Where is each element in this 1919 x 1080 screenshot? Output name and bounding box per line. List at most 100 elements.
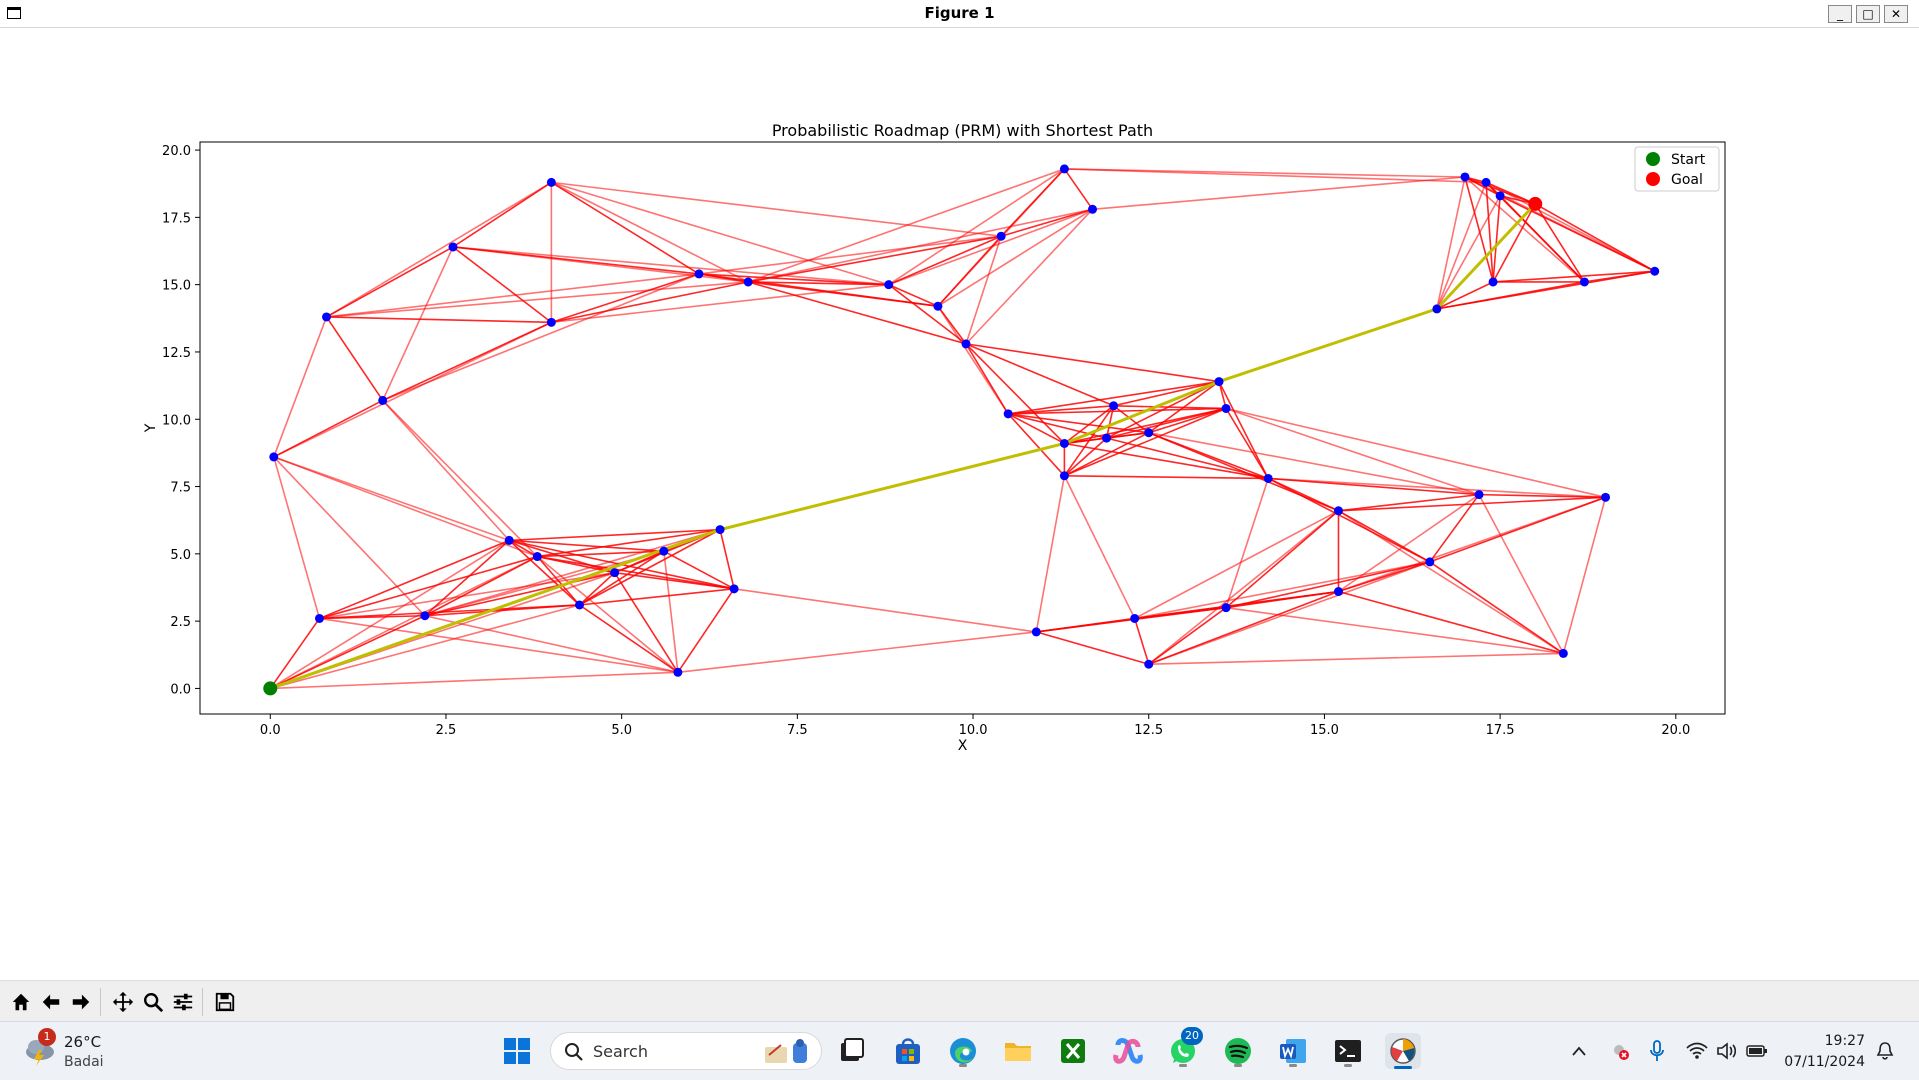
back-arrow-icon[interactable] [38, 989, 64, 1015]
taskbar-copilot[interactable] [1110, 1033, 1146, 1069]
shortest-path-segment [269, 528, 721, 690]
y-tick-label: 5.0 [170, 548, 191, 563]
roadmap-edge [1464, 176, 1494, 283]
roadmap-edge [578, 572, 616, 606]
taskbar-whatsapp[interactable]: 20 [1165, 1027, 1203, 1069]
y-tick-label: 2.5 [170, 615, 191, 630]
roadmap-edge [509, 528, 721, 542]
matplotlib-toolbar [0, 980, 1919, 1021]
pan-icon[interactable] [110, 989, 136, 1015]
clock-time[interactable]: 19:27 [1824, 1033, 1865, 1049]
roadmap-edge [269, 555, 538, 690]
roadmap-edge [888, 284, 967, 345]
roadmap-edge [1063, 437, 1108, 477]
running-indicator [1344, 1064, 1352, 1067]
notification-bell-icon[interactable] [1874, 1040, 1896, 1062]
battery-icon[interactable] [1746, 1040, 1768, 1062]
roadmap-node [1495, 191, 1505, 201]
roadmap-edge [1225, 606, 1564, 655]
taskbar-terminal[interactable] [1330, 1033, 1366, 1069]
roadmap-edge [1000, 208, 1093, 237]
roadmap-edge [1225, 478, 1269, 608]
roadmap-edge [748, 281, 939, 307]
home-icon[interactable] [8, 989, 34, 1015]
roadmap-edge [1485, 182, 1494, 283]
roadmap-edge [319, 555, 538, 620]
roadmap-node [610, 568, 620, 578]
copilot-icon [1113, 1038, 1143, 1064]
configure-subplots-icon[interactable] [170, 989, 196, 1015]
roadmap-edge [1105, 405, 1115, 439]
roadmap-edge [1113, 404, 1227, 410]
roadmap-edge [1225, 407, 1606, 499]
roadmap-node [378, 395, 388, 405]
search-box[interactable]: Search [550, 1032, 822, 1070]
roadmap-edge [1492, 195, 1501, 283]
roadmap-edge [965, 343, 1009, 415]
maximize-button[interactable]: □ [1856, 5, 1880, 23]
roadmap-edge [1007, 413, 1065, 477]
x-tick-label: 7.5 [787, 723, 808, 738]
roadmap-node [1088, 204, 1098, 214]
taskbar-spotify[interactable] [1220, 1033, 1256, 1069]
roadmap-edge [326, 316, 552, 324]
figure-canvas[interactable]: 0.0 2.5 5.0 7.5 10.0 12.5 15.0 17.5 20.0 0.0 2.5 5.… [6, 28, 1914, 978]
shortest-path-segment [1218, 307, 1438, 383]
roadmap-edge [550, 181, 700, 275]
x-tick-label: 20.0 [1661, 723, 1690, 738]
forward-arrow-icon[interactable] [68, 989, 94, 1015]
taskbar-task-view[interactable] [833, 1033, 869, 1069]
roadmap-edge [1267, 477, 1431, 563]
network-error-icon[interactable] [1610, 1040, 1632, 1062]
microphone-icon[interactable] [1646, 1040, 1668, 1062]
roadmap-node [1579, 277, 1589, 287]
volume-icon[interactable] [1716, 1040, 1738, 1062]
word-icon [1280, 1039, 1306, 1063]
goal-marker [1528, 196, 1543, 211]
start-button[interactable] [499, 1033, 535, 1069]
roadmap-edge [1338, 493, 1480, 512]
close-button[interactable]: ✕ [1884, 5, 1908, 23]
tray-overflow-chevron-icon[interactable] [1568, 1040, 1590, 1062]
roadmap-edge [748, 281, 889, 286]
taskbar-xbox[interactable] [1055, 1033, 1091, 1069]
roadmap-node [1130, 613, 1140, 623]
taskbar-word[interactable] [1275, 1033, 1311, 1069]
y-tick-label: 15.0 [162, 279, 191, 294]
windows-logo-icon [504, 1038, 530, 1064]
whatsapp-badge: 20 [1181, 1027, 1203, 1045]
wifi-icon[interactable] [1686, 1040, 1708, 1062]
clock-date[interactable]: 07/11/2024 [1784, 1054, 1865, 1070]
roadmap-edge [579, 604, 679, 673]
taskbar-edge[interactable] [945, 1033, 981, 1069]
roadmap-edge [1106, 407, 1227, 439]
roadmap-edge [579, 588, 735, 606]
roadmap-edge [382, 321, 552, 402]
zoom-icon[interactable] [140, 989, 166, 1015]
shortest-path-segment [1063, 380, 1220, 445]
roadmap-edge [719, 529, 735, 590]
taskbar-store[interactable] [890, 1033, 926, 1069]
roadmap-node [448, 242, 458, 252]
weather-badge: 1 [38, 1028, 56, 1046]
xbox-icon [1061, 1039, 1085, 1063]
roadmap-edge [1436, 176, 1466, 310]
shortest-path-segment [719, 442, 1065, 532]
roadmap-edge [1268, 477, 1606, 499]
minimize-button[interactable]: _ [1828, 5, 1852, 23]
roadmap-edge [325, 316, 384, 401]
save-icon[interactable] [212, 989, 238, 1015]
roadmap-edge [698, 273, 889, 286]
taskbar-file-explorer[interactable] [1000, 1033, 1036, 1069]
whatsapp-icon [1171, 1039, 1195, 1063]
y-axis-label: Y [143, 423, 159, 433]
roadmap-edge [677, 631, 1037, 674]
roadmap-edge [273, 316, 328, 458]
roadmap-edge [1035, 475, 1066, 633]
roadmap-edge [537, 555, 735, 590]
weather-widget[interactable]: 1 [22, 1028, 58, 1070]
nodes-layer [263, 164, 1660, 696]
roadmap-edge [1436, 195, 1501, 310]
roadmap-edge [1113, 405, 1150, 434]
taskbar-python-figure[interactable] [1385, 1033, 1421, 1069]
